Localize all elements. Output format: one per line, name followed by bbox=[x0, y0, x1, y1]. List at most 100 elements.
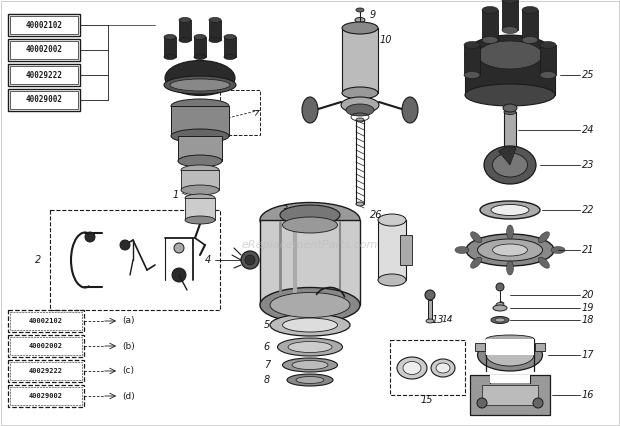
Text: 40029222: 40029222 bbox=[29, 368, 63, 374]
Ellipse shape bbox=[296, 227, 312, 239]
Ellipse shape bbox=[551, 247, 565, 253]
Circle shape bbox=[496, 283, 504, 291]
Ellipse shape bbox=[465, 35, 555, 75]
Bar bbox=[535, 343, 545, 351]
Bar bbox=[504, 112, 516, 152]
Text: 23: 23 bbox=[582, 160, 595, 170]
Text: (b): (b) bbox=[122, 342, 135, 351]
Ellipse shape bbox=[164, 76, 236, 94]
Ellipse shape bbox=[287, 374, 333, 386]
Ellipse shape bbox=[538, 257, 549, 268]
Ellipse shape bbox=[403, 362, 421, 374]
Ellipse shape bbox=[431, 359, 455, 377]
Text: 24: 24 bbox=[582, 125, 595, 135]
Text: 12: 12 bbox=[400, 240, 412, 250]
Bar bbox=[378, 220, 406, 280]
Ellipse shape bbox=[278, 338, 342, 356]
Text: 20: 20 bbox=[582, 290, 595, 300]
Ellipse shape bbox=[346, 104, 374, 116]
Bar bbox=[464, 45, 480, 75]
Ellipse shape bbox=[320, 227, 337, 239]
Ellipse shape bbox=[436, 363, 450, 373]
Ellipse shape bbox=[194, 55, 206, 60]
Bar bbox=[220, 90, 260, 135]
Ellipse shape bbox=[492, 244, 528, 256]
Ellipse shape bbox=[426, 319, 434, 323]
Text: 2: 2 bbox=[35, 255, 42, 265]
Bar bbox=[8, 89, 80, 111]
Text: (d): (d) bbox=[122, 391, 135, 400]
Bar bbox=[260, 220, 360, 305]
Ellipse shape bbox=[356, 202, 364, 206]
Bar bbox=[342, 28, 378, 93]
Ellipse shape bbox=[507, 225, 513, 239]
Ellipse shape bbox=[491, 317, 509, 323]
Text: 26: 26 bbox=[370, 210, 383, 220]
Bar bbox=[10, 312, 82, 330]
Text: 9: 9 bbox=[370, 10, 376, 20]
Ellipse shape bbox=[502, 0, 518, 3]
Circle shape bbox=[85, 232, 95, 242]
Ellipse shape bbox=[471, 232, 482, 243]
Ellipse shape bbox=[164, 35, 176, 40]
Text: 1: 1 bbox=[173, 190, 179, 200]
Bar bbox=[209, 20, 221, 40]
Text: 3: 3 bbox=[282, 205, 288, 215]
Bar bbox=[8, 385, 84, 407]
Ellipse shape bbox=[164, 55, 176, 60]
Text: 7: 7 bbox=[264, 360, 270, 370]
Text: 40029002: 40029002 bbox=[25, 95, 63, 104]
Bar bbox=[181, 170, 219, 190]
Bar bbox=[540, 45, 556, 75]
Ellipse shape bbox=[464, 41, 480, 49]
Text: 15: 15 bbox=[421, 395, 433, 405]
Ellipse shape bbox=[378, 274, 406, 286]
Text: (c): (c) bbox=[122, 366, 134, 375]
Ellipse shape bbox=[504, 109, 516, 115]
Ellipse shape bbox=[466, 234, 554, 266]
Text: 13: 13 bbox=[432, 315, 445, 325]
Text: 40002002: 40002002 bbox=[25, 46, 63, 55]
Circle shape bbox=[120, 240, 130, 250]
Ellipse shape bbox=[522, 37, 538, 43]
Ellipse shape bbox=[477, 41, 542, 69]
Ellipse shape bbox=[538, 232, 549, 243]
Ellipse shape bbox=[378, 214, 406, 226]
Ellipse shape bbox=[283, 358, 337, 372]
Ellipse shape bbox=[492, 153, 528, 177]
Bar bbox=[8, 64, 80, 86]
Ellipse shape bbox=[495, 318, 505, 322]
Ellipse shape bbox=[170, 79, 230, 91]
Ellipse shape bbox=[302, 97, 318, 123]
Bar bbox=[8, 360, 84, 382]
Ellipse shape bbox=[283, 318, 337, 332]
Ellipse shape bbox=[486, 344, 534, 366]
Bar bbox=[8, 335, 84, 357]
Bar bbox=[8, 310, 84, 332]
Bar bbox=[10, 16, 78, 34]
Text: eReplacementParts.com: eReplacementParts.com bbox=[242, 240, 378, 250]
Bar bbox=[171, 106, 229, 136]
Text: 21: 21 bbox=[582, 245, 595, 255]
Bar bbox=[490, 375, 530, 383]
Ellipse shape bbox=[179, 17, 191, 23]
Bar bbox=[164, 37, 176, 57]
Ellipse shape bbox=[181, 165, 219, 175]
Ellipse shape bbox=[260, 288, 360, 322]
Bar bbox=[486, 339, 534, 355]
Ellipse shape bbox=[482, 37, 498, 43]
Bar bbox=[390, 340, 465, 395]
Ellipse shape bbox=[522, 6, 538, 14]
Ellipse shape bbox=[245, 255, 255, 265]
Ellipse shape bbox=[209, 37, 221, 43]
Ellipse shape bbox=[165, 60, 235, 95]
Ellipse shape bbox=[288, 342, 332, 352]
Text: 10: 10 bbox=[380, 35, 392, 45]
Bar bbox=[400, 235, 412, 265]
Ellipse shape bbox=[209, 17, 221, 23]
Circle shape bbox=[477, 398, 487, 408]
Wedge shape bbox=[498, 147, 516, 165]
Ellipse shape bbox=[179, 37, 191, 43]
Ellipse shape bbox=[464, 72, 480, 78]
Ellipse shape bbox=[507, 261, 513, 275]
